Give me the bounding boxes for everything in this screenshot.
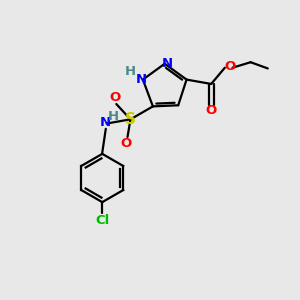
Text: H: H [125,65,136,78]
Text: O: O [110,91,121,104]
Text: N: N [161,57,172,70]
Text: O: O [206,104,217,117]
Text: N: N [136,73,147,85]
Text: S: S [125,112,136,127]
Text: O: O [224,60,235,73]
Text: N: N [100,116,111,129]
Text: H: H [108,110,119,123]
Text: Cl: Cl [95,214,109,227]
Text: O: O [121,137,132,150]
